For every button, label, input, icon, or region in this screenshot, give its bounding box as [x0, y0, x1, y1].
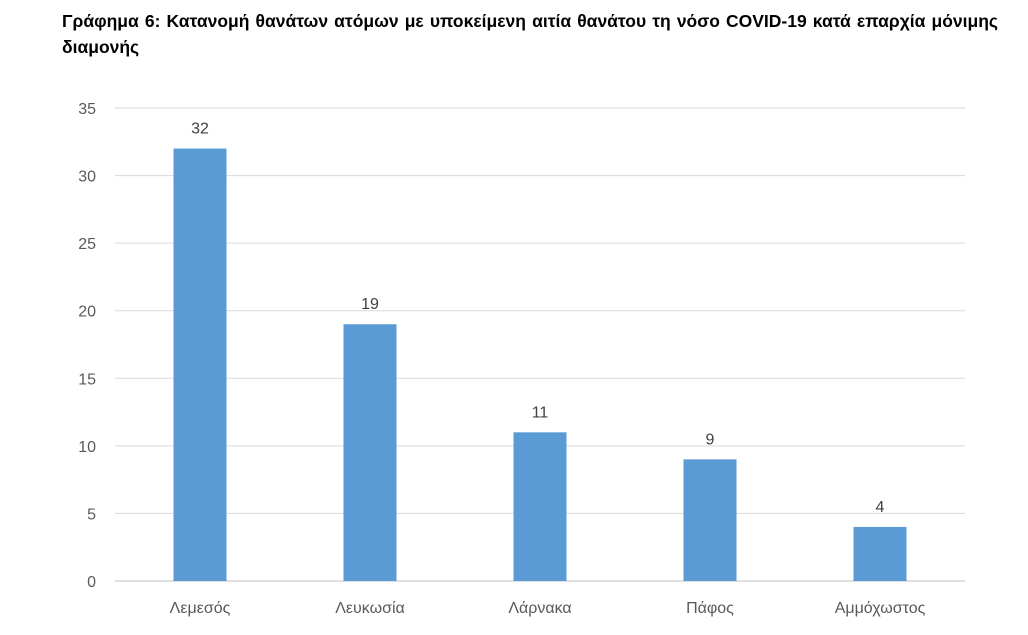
data-label: 32	[191, 121, 209, 138]
y-tick-label: 15	[78, 371, 96, 388]
bar	[343, 324, 397, 581]
bars	[173, 148, 907, 582]
chart-title: Γράφημα 6: Κατανομή θανάτων ατόμων με υπ…	[62, 11, 998, 57]
data-label: 11	[532, 404, 549, 421]
bar	[513, 432, 567, 581]
y-tick-label: 0	[87, 574, 96, 591]
data-labels: 32 19 11 9 4	[191, 121, 884, 516]
x-tick-label: Λευκωσία	[335, 600, 405, 617]
bar	[853, 526, 907, 581]
y-tick-label: 25	[78, 236, 96, 253]
y-axis-ticks: 0 5 10 15 20 25 30 35	[78, 101, 96, 591]
x-tick-label: Λεμεσός	[170, 600, 231, 617]
x-tick-label: Πάφος	[686, 600, 734, 617]
y-tick-label: 5	[87, 506, 96, 523]
x-tick-label: Αμμόχωστος	[835, 600, 926, 617]
y-tick-label: 30	[78, 169, 96, 186]
gridlines	[115, 107, 965, 582]
bar	[173, 148, 227, 582]
bar	[683, 459, 737, 581]
x-axis-ticks: Λεμεσός Λευκωσία Λάρνακα Πάφος Αμμόχωστος	[170, 600, 926, 617]
y-tick-label: 35	[78, 101, 96, 118]
data-label: 9	[706, 431, 715, 448]
data-label: 4	[876, 499, 885, 516]
x-tick-label: Λάρνακα	[508, 600, 571, 617]
data-label: 19	[361, 296, 379, 313]
y-tick-label: 10	[78, 439, 96, 456]
y-tick-label: 20	[78, 304, 96, 321]
